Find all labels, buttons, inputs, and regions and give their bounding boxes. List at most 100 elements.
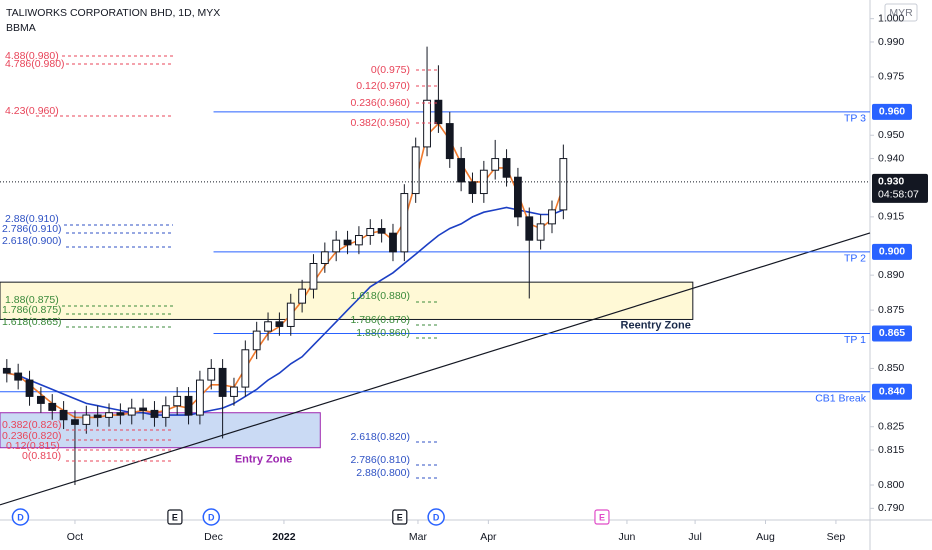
fib-label: 0.12(0.815) [6,440,60,452]
candle-body [559,158,568,211]
level-badge [872,103,912,120]
event-marker[interactable] [11,508,30,526]
candle-body [320,251,329,264]
fib-label: 2.618(0.900) [2,235,62,247]
fib-label: 1.786(0.875) [2,304,62,316]
y-tick-label: 0.815 [878,444,904,456]
event-label: E [397,512,403,522]
candle-body [264,321,272,332]
candle-body [241,349,250,388]
fib-labels: 4.88(0.980) 4.786(0.980) 4.23(0.960) 2.8… [2,50,410,479]
fib-dash [36,55,440,124]
candle-body [400,193,409,253]
x-tick-label: Jul [688,531,701,543]
candle-body [309,262,318,290]
candle-body [116,412,125,416]
price-countdown: 04:58:07 [878,189,919,201]
zone-label: Entry Zone [235,454,292,466]
x-tick-label: Mar [409,531,428,543]
fib-label: 1.618(0.865) [2,316,62,328]
candle-body [93,414,102,418]
candle-body [218,367,227,397]
candle-body [411,146,420,195]
zone [0,281,694,320]
x-tick-label: 2022 [272,531,296,543]
event-marker[interactable] [392,509,408,525]
event-label: D [433,512,440,522]
candle-body [71,419,79,425]
indicator: BBMA [6,22,36,34]
level-name: TP 1 [844,334,866,346]
fib-label: 1.88(0.875) [5,294,59,306]
level-name: TP 3 [844,113,866,125]
candle-body [423,99,431,148]
y-tick-label: 0.850 [878,362,904,374]
plot [0,46,871,506]
fib-label: 2.618(0.820) [350,431,410,443]
candle-body [59,409,68,421]
candle-body [389,232,397,253]
fib-dashes [36,55,440,479]
currency-box[interactable] [884,3,918,22]
level-badge-label: 0.865 [879,327,905,339]
candle-body [127,407,136,416]
fib-label: 0.12(0.970) [356,80,410,92]
fib-dash [64,224,440,479]
fib-label: 2.88(0.800) [356,467,410,479]
level-badge [872,383,912,400]
x-tick-label: Oct [67,531,83,543]
x-tick-label: Aug [756,531,775,543]
x-tick-label: Jun [618,531,635,543]
event-label: D [17,512,24,522]
fib-label: 0(0.810) [22,450,61,462]
y-tick-label: 0.915 [878,211,904,223]
fib-label: 4.23(0.960) [5,105,59,117]
candle-body [286,302,295,327]
fib-label: 2.88(0.910) [5,213,59,225]
level-badge-label: 0.900 [879,246,905,258]
candle-body [332,239,341,253]
zone-label: Reentry Zone [621,319,691,331]
fib-label: 1.786(0.870) [350,314,410,326]
y-tick-label: 0.950 [878,129,904,141]
candle-body [184,395,193,416]
candle-body [252,330,261,351]
candle-body [536,223,545,241]
level-badge-label: 0.840 [879,386,905,398]
x-tick-label: Dec [204,531,223,543]
candle-body [48,402,57,411]
candle-body [230,386,238,397]
title: TALIWORKS CORPORATION BHD, 1D, MYX [6,7,220,19]
candle-body [298,288,307,304]
event-marker[interactable] [594,509,610,525]
candle-body [457,158,466,183]
fib-label: 4.786(0.980) [5,58,65,70]
candle-body [354,235,363,246]
candle-body [502,158,511,178]
event-label: D [208,512,215,522]
fib-label: 1.618(0.880) [350,290,410,302]
price-badge [872,173,928,203]
candle-body [514,176,522,218]
candle-body [207,367,216,381]
candle-body [548,209,556,225]
candle-body [105,412,113,418]
candle-body [468,181,477,195]
candle-body [377,228,386,234]
fib-label: 0.236(0.820) [2,430,62,442]
y-tick-label: 0.825 [878,421,904,433]
candle-body [445,123,454,160]
level-name: CB1 Break [815,393,867,405]
fib-label: 0.382(0.950) [350,117,410,129]
event-marker[interactable] [167,509,183,525]
event-marker[interactable] [427,508,445,526]
fib-label: 2.786(0.810) [350,454,410,466]
candle-body [161,405,170,418]
y-tick-label: 0.975 [878,71,904,83]
fib-label: 1.88(0.860) [356,327,410,339]
fib-label: 0.382(0.826) [2,419,62,431]
event-marker[interactable] [202,508,221,526]
level-name: TP 2 [844,253,866,265]
y-tick-label: 1.000 [878,12,904,24]
